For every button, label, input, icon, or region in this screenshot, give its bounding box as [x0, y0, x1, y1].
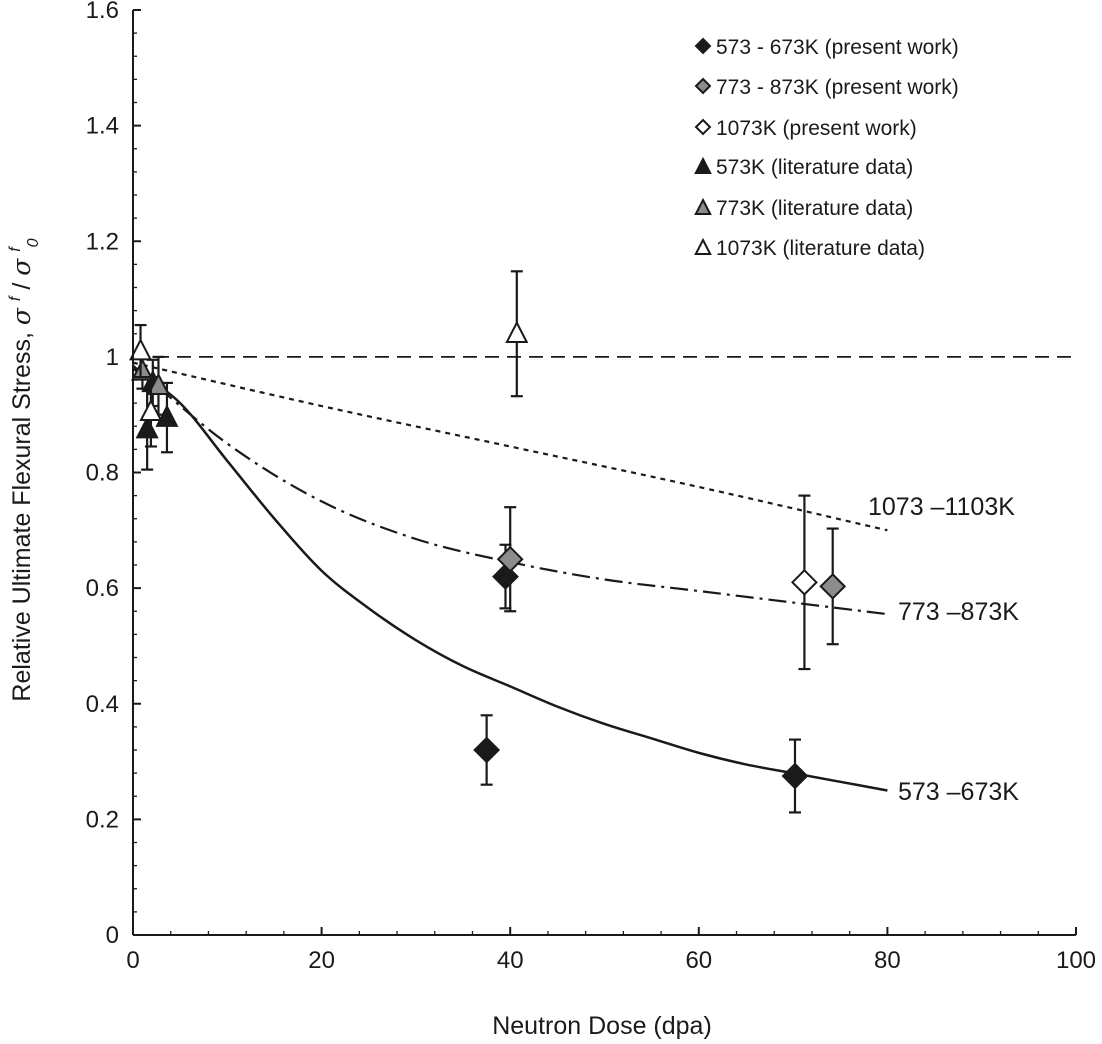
legend-label-1: 773 - 873K (present work)	[716, 76, 959, 99]
legend-diamond	[694, 37, 712, 55]
legend-diamond	[694, 77, 712, 95]
data-point-triangle	[155, 404, 179, 427]
y-tick-label: 1	[106, 344, 119, 371]
data-point-diamond	[781, 762, 809, 790]
data-point-diamond	[496, 545, 524, 573]
legend-marker-5	[694, 237, 712, 255]
y-tick-label: 0.8	[86, 460, 119, 487]
data-point-triangle	[505, 320, 529, 343]
legend-diamond	[694, 118, 712, 136]
x-tick-label: 60	[685, 947, 712, 974]
axes	[132, 10, 1076, 936]
y-tick-label: 1.6	[86, 0, 119, 24]
y-axis-title-slash: /	[8, 283, 36, 290]
data-point-diamond	[819, 572, 847, 600]
y-tick-label: 1.4	[86, 113, 119, 140]
legend-triangle	[694, 156, 712, 174]
x-tick-label: 100	[1056, 947, 1096, 974]
y-axis-title-prefix: Relative Ultimate Flexural Stress,	[8, 325, 36, 702]
data-point-triangle	[146, 372, 170, 396]
legend-triangle	[694, 237, 712, 255]
curve-solid	[132, 367, 888, 792]
y-tick-label: 0.6	[86, 575, 119, 602]
legend-triangle	[694, 197, 712, 215]
legend-label-4: 773K (literature data)	[716, 197, 913, 220]
x-tick-label: 0	[126, 947, 139, 974]
y-axis-title-sigma: σ	[7, 307, 36, 325]
legend: 573 - 673K (present work) 773 - 873K (pr…	[694, 36, 959, 260]
curve-dotted	[132, 361, 888, 532]
y-axis-title-sigma-2: σ	[7, 258, 36, 276]
data-point-triangle	[130, 358, 154, 381]
data-point-diamond	[791, 568, 818, 596]
legend-marker-2	[694, 118, 712, 136]
legend-marker-0	[694, 37, 712, 55]
legend-marker-3	[694, 156, 712, 174]
y-axis-title-sub: 0	[25, 238, 42, 247]
data-point-triangle	[135, 415, 159, 439]
x-tick-label: 20	[308, 947, 335, 974]
legend-marker-4	[694, 197, 712, 215]
legend-label-2: 1073K (present work)	[716, 117, 917, 140]
legend-marker-1	[694, 77, 712, 95]
x-tick-label: 80	[874, 947, 901, 974]
y-tick-label: 0.4	[86, 691, 119, 718]
x-axis-title: Neutron Dose (dpa)	[492, 1012, 712, 1040]
y-axis-title-sup-2: f	[7, 246, 24, 252]
legend-label-0: 573 - 673K (present work)	[716, 36, 959, 59]
data-point-triangle	[129, 337, 153, 361]
legend-label-5: 1073K (literature data)	[716, 237, 925, 260]
axis-ticks: 0 0.2 0.4 0.6 0.8 1 1.2 1.4 1.6 0 20 40 60 80 100	[86, 0, 1096, 974]
curve-label-773: 773 –873K	[898, 598, 1019, 626]
data-point-diamond	[473, 736, 501, 764]
curve-label-1073: 1073 –1103K	[868, 493, 1015, 521]
y-axis-title: Relative Ultimate Flexural Stress, σ f /…	[0, 238, 42, 701]
curve-label-573: 573 –673K	[898, 778, 1019, 806]
data-points	[129, 270, 847, 814]
y-tick-label: 0	[106, 922, 119, 949]
x-tick-label: 40	[497, 947, 524, 974]
y-tick-label: 0.2	[86, 806, 119, 833]
data-point-triangle	[139, 398, 163, 422]
y-tick-label: 1.2	[86, 228, 119, 255]
y-axis-title-sup: f	[7, 295, 24, 301]
legend-label-3: 573K (literature data)	[716, 156, 913, 179]
